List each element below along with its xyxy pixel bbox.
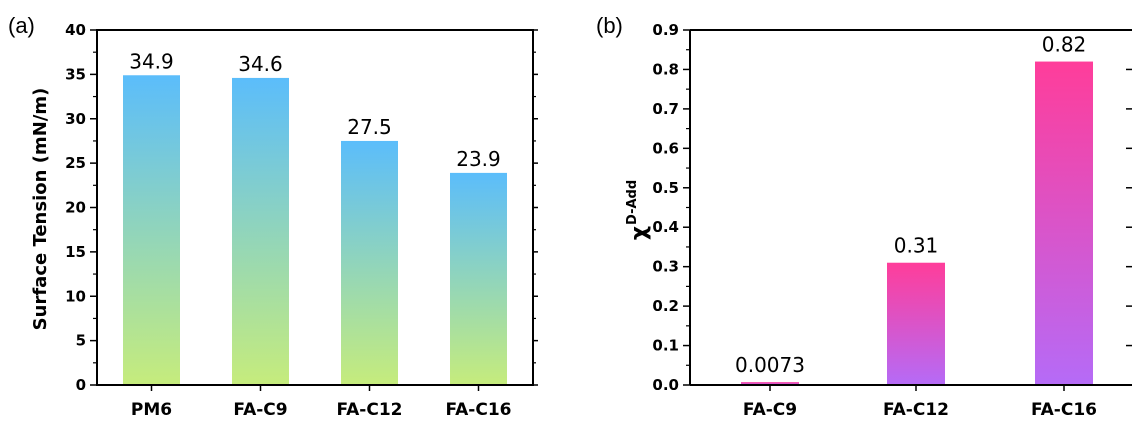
y-tick-label-b: 0.8	[652, 60, 679, 78]
x-tick-label-a: FA-C12	[336, 400, 402, 420]
panel-b: (b) χD-Add 0.0 0.1 0.2 0.3 0.4 0.5 0.6 0.7 0.8 0.…	[596, 13, 1132, 420]
panel-b-label: (b)	[596, 13, 623, 38]
plot-frame-a	[96, 29, 534, 386]
y-tick-label-a: 30	[65, 110, 86, 128]
data-label-a: 34.9	[129, 49, 174, 73]
y-tick-label-a: 15	[65, 243, 86, 261]
bar-a	[341, 140, 398, 385]
y-tick-label-a: 10	[65, 287, 86, 305]
x-tick-label-b: FA-C9	[743, 400, 797, 420]
bar-a	[232, 77, 289, 386]
data-label-a: 27.5	[347, 115, 392, 139]
bar-a	[450, 172, 507, 385]
y-tick-label-b: 0.3	[652, 258, 679, 276]
y-tick-label-a: 35	[65, 65, 86, 83]
panel-a: (a) Surface Tension (mN/m) 0 5 10 15 20 25 30 3…	[8, 13, 538, 420]
y-axis-title-b-superscript: D-Add	[625, 180, 640, 225]
y-tick-label-a: 20	[65, 199, 86, 217]
x-tick-label-a: FA-C9	[233, 400, 287, 420]
x-tick-label-b: FA-C16	[1031, 400, 1097, 420]
y-tick-label-b: 0.5	[652, 179, 679, 197]
x-tick-label-a: FA-C16	[445, 400, 511, 420]
y-tick-label-b: 0.7	[652, 100, 679, 118]
y-tick-label-a: 40	[65, 21, 86, 39]
y-axis-title-b-symbol: χ	[627, 226, 652, 240]
y-tick-label-b: 0.6	[652, 139, 679, 157]
y-tick-label-a: 5	[76, 332, 86, 350]
bar-b	[741, 382, 799, 385]
x-tick-label-a: PM6	[131, 400, 172, 420]
y-tick-label-a: 0	[76, 376, 86, 394]
data-label-a: 23.9	[456, 147, 501, 171]
data-label-b: 0.0073	[735, 353, 805, 377]
y-tick-label-b: 0.4	[652, 218, 679, 236]
y-tick-label-b: 0.1	[652, 337, 679, 355]
data-label-b: 0.82	[1042, 33, 1087, 57]
y-tick-label-b: 0.9	[652, 21, 679, 39]
y-tick-label-b: 0.2	[652, 297, 679, 315]
bar-b	[1035, 61, 1093, 386]
panel-a-label: (a)	[8, 13, 35, 38]
bar-a	[123, 75, 180, 385]
y-axis-title-a: Surface Tension (mN/m)	[30, 88, 51, 331]
x-tick-label-b: FA-C12	[883, 400, 949, 420]
y-axis-title-b: χD-Add	[625, 180, 652, 240]
data-label-b: 0.31	[894, 234, 939, 258]
y-tick-label-b: 0.0	[652, 376, 679, 394]
y-tick-label-a: 25	[65, 154, 86, 172]
bar-b	[887, 262, 945, 385]
data-label-a: 34.6	[238, 52, 283, 76]
